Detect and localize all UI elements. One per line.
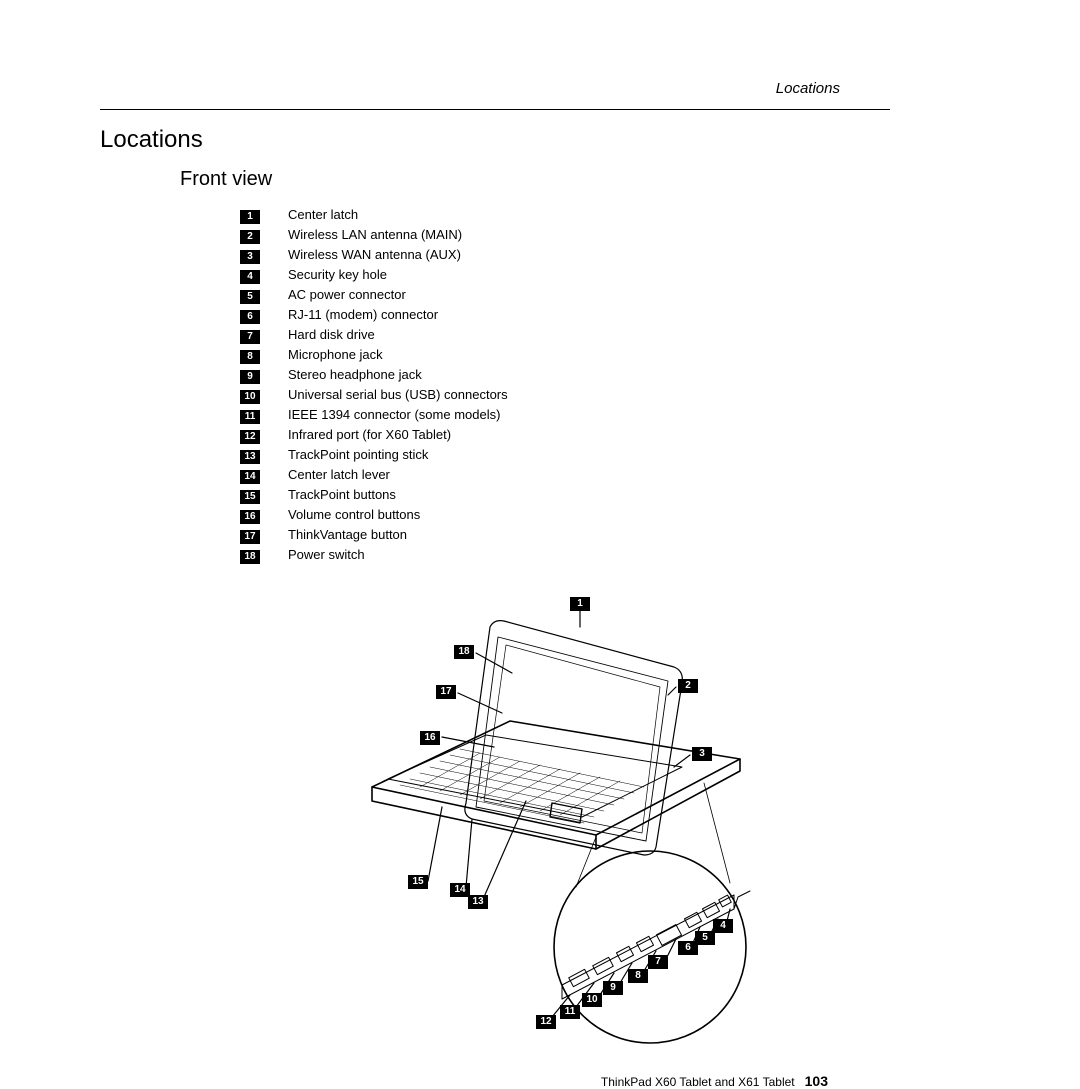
item-number-badge: 4 [240, 270, 260, 284]
item-number-badge: 18 [240, 550, 260, 564]
list-item: 4Security key hole [240, 265, 508, 285]
list-item: 9Stereo headphone jack [240, 365, 508, 385]
item-text: IEEE 1394 connector (some models) [260, 405, 508, 425]
item-number-badge: 9 [240, 370, 260, 384]
list-item: 15TrackPoint buttons [240, 485, 508, 505]
list-item: 18Power switch [240, 545, 508, 565]
item-text: Universal serial bus (USB) connectors [260, 385, 508, 405]
page-title: Locations [100, 126, 980, 154]
item-number-badge: 16 [240, 510, 260, 524]
item-text: Wireless LAN antenna (MAIN) [260, 225, 508, 245]
parts-list: 1Center latch2Wireless LAN antenna (MAIN… [240, 205, 508, 565]
item-number-badge: 15 [240, 490, 260, 504]
item-text: Security key hole [260, 265, 508, 285]
figure-callout: 1 [570, 597, 590, 611]
figure-callout: 9 [603, 981, 623, 995]
list-item: 11IEEE 1394 connector (some models) [240, 405, 508, 425]
figure-callout: 18 [454, 645, 474, 659]
item-number-badge: 3 [240, 250, 260, 264]
item-text: Volume control buttons [260, 505, 508, 525]
figure-callout: 14 [450, 883, 470, 897]
item-text: Stereo headphone jack [260, 365, 508, 385]
page-number: 103 [805, 1073, 828, 1089]
list-item: 8Microphone jack [240, 345, 508, 365]
figure-callout: 11 [560, 1005, 580, 1019]
item-text: Center latch [260, 205, 508, 225]
list-item: 10Universal serial bus (USB) connectors [240, 385, 508, 405]
item-number-badge: 1 [240, 210, 260, 224]
figure-callout: 2 [678, 679, 698, 693]
item-number-badge: 6 [240, 310, 260, 324]
item-text: Hard disk drive [260, 325, 508, 345]
figure-callout: 10 [582, 993, 602, 1007]
figure-callout: 16 [420, 731, 440, 745]
item-number-badge: 10 [240, 390, 260, 404]
list-item: 7Hard disk drive [240, 325, 508, 345]
item-text: Power switch [260, 545, 508, 565]
item-text: RJ-11 (modem) connector [260, 305, 508, 325]
list-item: 14Center latch lever [240, 465, 508, 485]
list-item: 16Volume control buttons [240, 505, 508, 525]
footer-text: ThinkPad X60 Tablet and X61 Tablet [601, 1075, 795, 1089]
figure-callout: 6 [678, 941, 698, 955]
item-text: TrackPoint buttons [260, 485, 508, 505]
horizontal-rule [100, 109, 890, 110]
laptop-figure: 123456789101112131415161718 [280, 587, 800, 1047]
item-text: Infrared port (for X60 Tablet) [260, 425, 508, 445]
list-item: 2Wireless LAN antenna (MAIN) [240, 225, 508, 245]
item-text: Microphone jack [260, 345, 508, 365]
figure-callout: 17 [436, 685, 456, 699]
item-number-badge: 5 [240, 290, 260, 304]
item-text: AC power connector [260, 285, 508, 305]
list-item: 12Infrared port (for X60 Tablet) [240, 425, 508, 445]
item-text: Wireless WAN antenna (AUX) [260, 245, 508, 265]
figure-callout: 12 [536, 1015, 556, 1029]
figure-callout: 4 [713, 919, 733, 933]
item-number-badge: 17 [240, 530, 260, 544]
figure-callout: 3 [692, 747, 712, 761]
item-text: Center latch lever [260, 465, 508, 485]
item-number-badge: 12 [240, 430, 260, 444]
list-item: 17ThinkVantage button [240, 525, 508, 545]
item-number-badge: 7 [240, 330, 260, 344]
page-footer: ThinkPad X60 Tablet and X61 Tablet 103 [100, 1073, 828, 1089]
item-text: ThinkVantage button [260, 525, 508, 545]
figure-callout: 5 [695, 931, 715, 945]
list-item: 5AC power connector [240, 285, 508, 305]
item-number-badge: 2 [240, 230, 260, 244]
header-label: Locations [100, 80, 840, 97]
item-number-badge: 14 [240, 470, 260, 484]
list-item: 6RJ-11 (modem) connector [240, 305, 508, 325]
figure-callout: 15 [408, 875, 428, 889]
figure-callout: 7 [648, 955, 668, 969]
list-item: 1Center latch [240, 205, 508, 225]
list-item: 3Wireless WAN antenna (AUX) [240, 245, 508, 265]
figure-callout: 8 [628, 969, 648, 983]
section-title: Front view [180, 168, 980, 191]
item-text: TrackPoint pointing stick [260, 445, 508, 465]
item-number-badge: 11 [240, 410, 260, 424]
item-number-badge: 8 [240, 350, 260, 364]
item-number-badge: 13 [240, 450, 260, 464]
list-item: 13TrackPoint pointing stick [240, 445, 508, 465]
figure-callout: 13 [468, 895, 488, 909]
